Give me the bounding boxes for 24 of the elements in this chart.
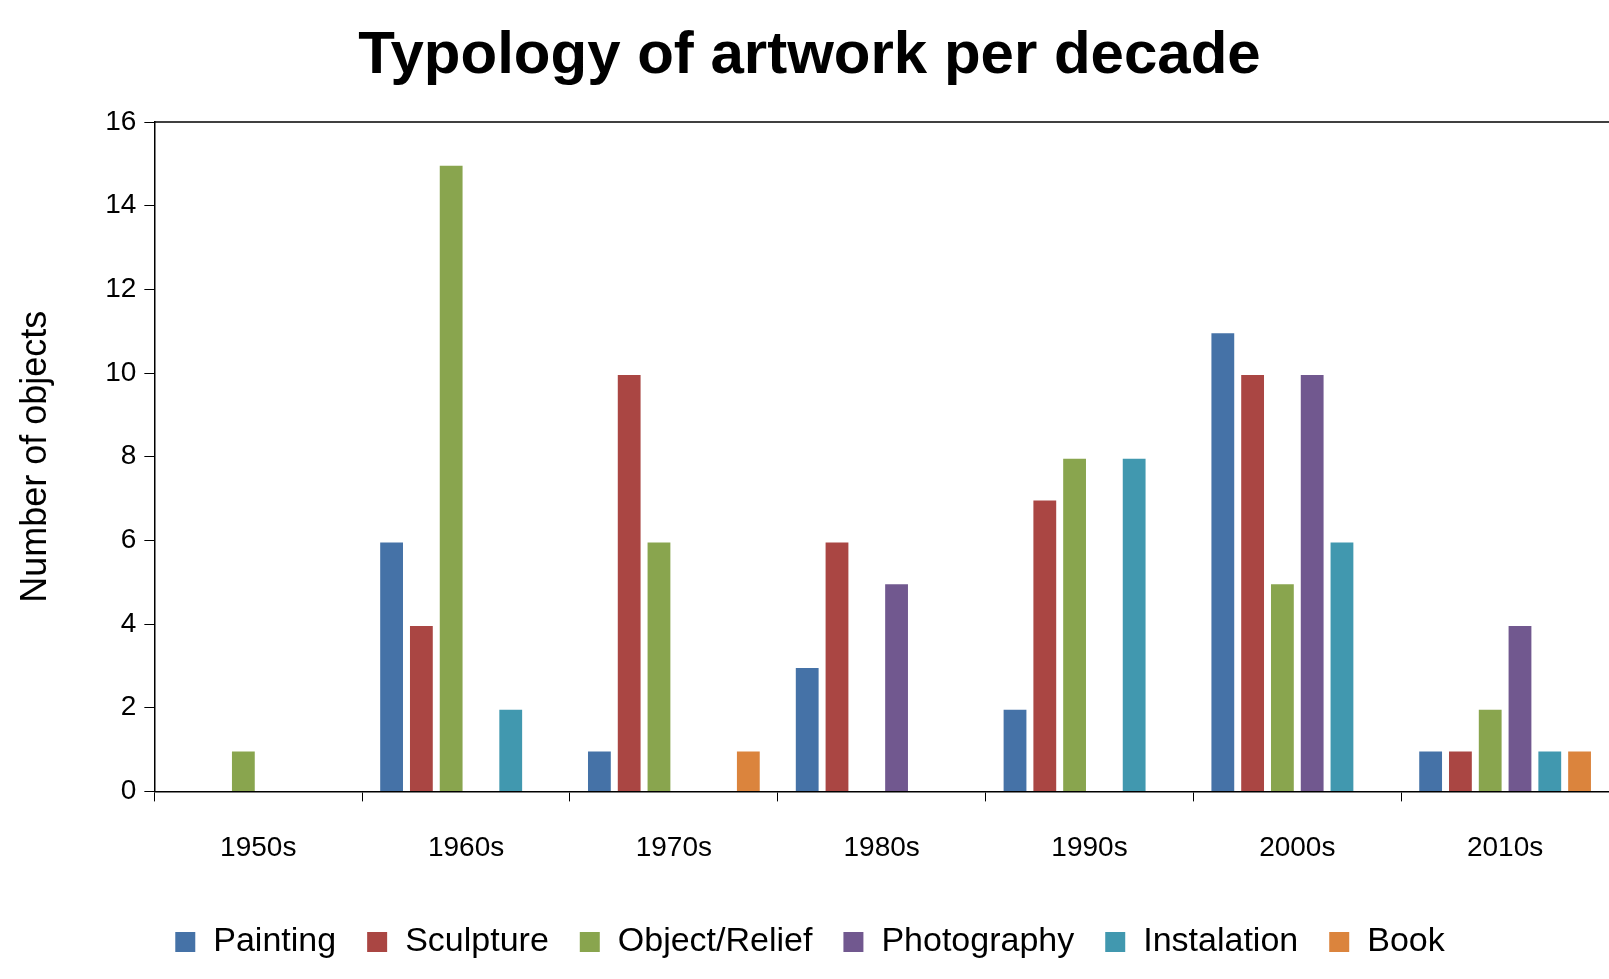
y-tick-label: 0 [120, 774, 137, 806]
y-tick-label: 2 [120, 690, 137, 722]
x-tick-label: 1960s [427, 830, 505, 862]
x-tick-label: 1980s [843, 830, 920, 862]
y-axis-title: Number of objects [12, 310, 54, 603]
legend-label: Photography [881, 920, 1075, 959]
y-tick-label: 12 [105, 272, 137, 304]
x-tick-label: 1990s [1051, 830, 1128, 862]
legend-label: Painting [213, 920, 337, 959]
legend-label: Book [1367, 920, 1446, 959]
x-tick-label: 2000s [1259, 830, 1336, 862]
y-tick-label: 4 [120, 606, 137, 638]
legend-label: Sculpture [405, 920, 549, 959]
x-tick-label: 1950s [220, 830, 297, 862]
y-tick-label: 16 [105, 104, 137, 136]
y-tick-label: 6 [120, 523, 137, 555]
y-tick-label: 8 [120, 439, 137, 471]
legend-label: Object/Relief [617, 920, 813, 959]
chart-title: Typology of artwork per decade [358, 18, 1261, 86]
y-tick-label: 14 [105, 188, 137, 220]
legend-label: Instalation [1143, 920, 1299, 959]
x-tick-label: 1970s [635, 830, 713, 862]
x-tick-label: 2010s [1466, 830, 1544, 862]
y-tick-label: 10 [105, 355, 137, 387]
